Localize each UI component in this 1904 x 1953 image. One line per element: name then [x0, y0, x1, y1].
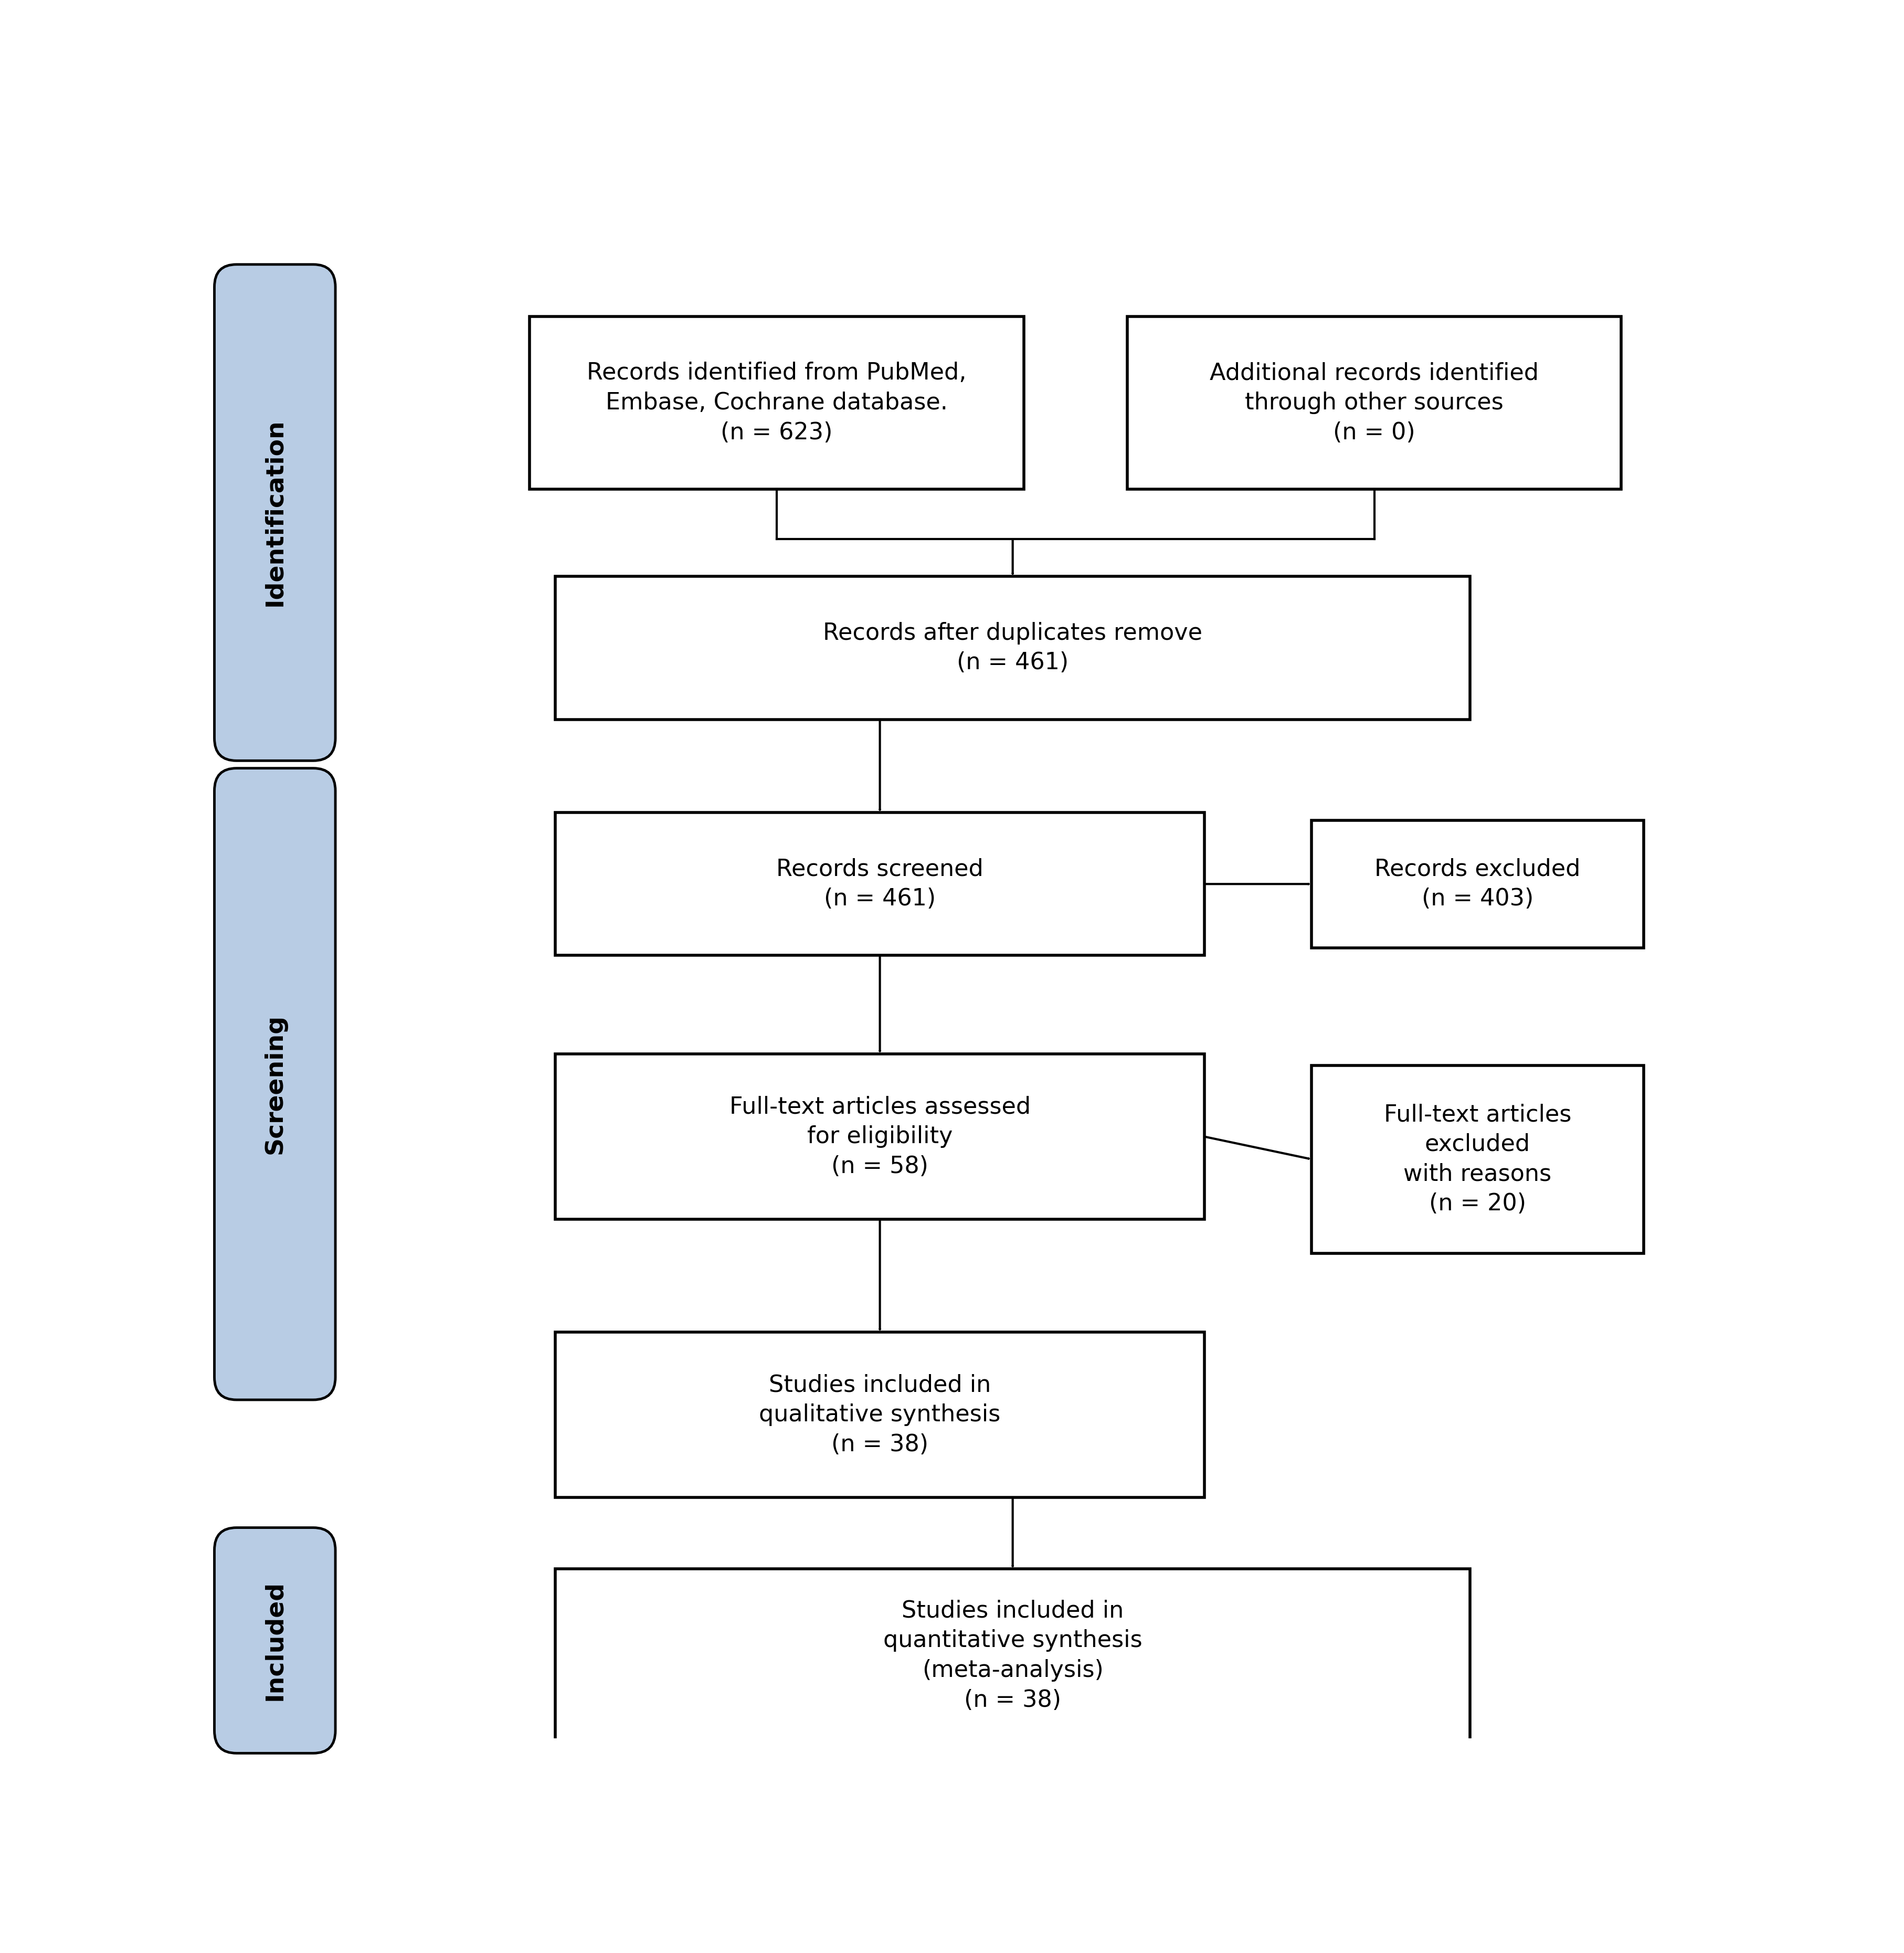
Text: Records identified from PubMed,
Embase, Cochrane database.
(n = 623): Records identified from PubMed, Embase, …: [586, 361, 967, 443]
Text: Records after duplicates remove
(n = 461): Records after duplicates remove (n = 461…: [823, 621, 1203, 674]
FancyBboxPatch shape: [556, 1568, 1470, 1742]
Text: Full-text articles assessed
for eligibility
(n = 58): Full-text articles assessed for eligibil…: [729, 1096, 1030, 1178]
Text: Studies included in
quantitative synthesis
(meta-analysis)
(n = 38): Studies included in quantitative synthes…: [883, 1600, 1142, 1711]
FancyBboxPatch shape: [1312, 1064, 1643, 1254]
FancyBboxPatch shape: [529, 316, 1024, 490]
Text: Additional records identified
through other sources
(n = 0): Additional records identified through ot…: [1209, 361, 1538, 443]
FancyBboxPatch shape: [556, 576, 1470, 719]
FancyBboxPatch shape: [556, 1055, 1205, 1219]
Text: Identification: Identification: [263, 418, 288, 607]
FancyBboxPatch shape: [556, 812, 1205, 955]
Text: Screening: Screening: [263, 1014, 288, 1154]
Text: Studies included in
qualitative synthesis
(n = 38): Studies included in qualitative synthesi…: [760, 1373, 1002, 1455]
Text: Records screened
(n = 461): Records screened (n = 461): [777, 857, 984, 910]
FancyBboxPatch shape: [215, 768, 335, 1400]
FancyBboxPatch shape: [556, 1332, 1205, 1498]
FancyBboxPatch shape: [1312, 820, 1643, 947]
FancyBboxPatch shape: [1127, 316, 1622, 490]
Text: Included: Included: [263, 1580, 288, 1701]
Text: Records excluded
(n = 403): Records excluded (n = 403): [1375, 857, 1580, 910]
FancyBboxPatch shape: [215, 1527, 335, 1754]
FancyBboxPatch shape: [215, 264, 335, 760]
Text: Full-text articles
excluded
with reasons
(n = 20): Full-text articles excluded with reasons…: [1384, 1103, 1571, 1215]
